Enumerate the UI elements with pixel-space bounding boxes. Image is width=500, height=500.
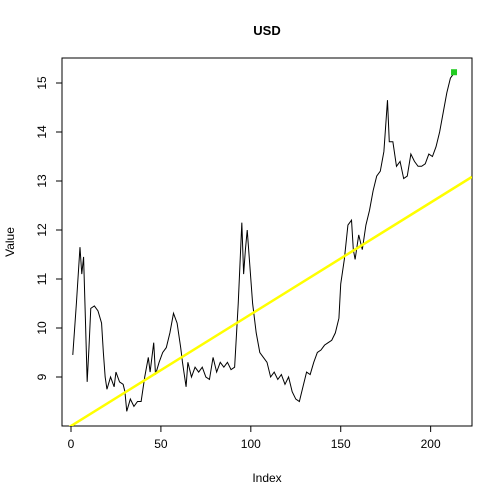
y-tick-label: 11 [35, 272, 49, 285]
plot-frame [61, 57, 473, 427]
x-tick-label: 100 [241, 437, 261, 451]
highlight-point [451, 69, 458, 76]
y-axis-label: Value [3, 227, 17, 257]
x-tick-label: 200 [421, 437, 441, 451]
y-tick-label: 10 [35, 321, 49, 335]
x-tick-label: 0 [68, 437, 75, 451]
y-tick-label: 14 [35, 125, 49, 139]
y-tick-label: 13 [35, 174, 49, 188]
y-tick-label: 9 [35, 373, 49, 380]
x-tick-label: 50 [154, 437, 168, 451]
x-axis-label: Index [252, 471, 281, 485]
chart-title: USD [253, 23, 280, 38]
x-tick-label: 150 [331, 437, 351, 451]
trend-line [68, 175, 472, 426]
data-line [72, 72, 455, 412]
y-tick-label: 15 [35, 76, 49, 90]
y-tick-label: 12 [35, 223, 49, 237]
